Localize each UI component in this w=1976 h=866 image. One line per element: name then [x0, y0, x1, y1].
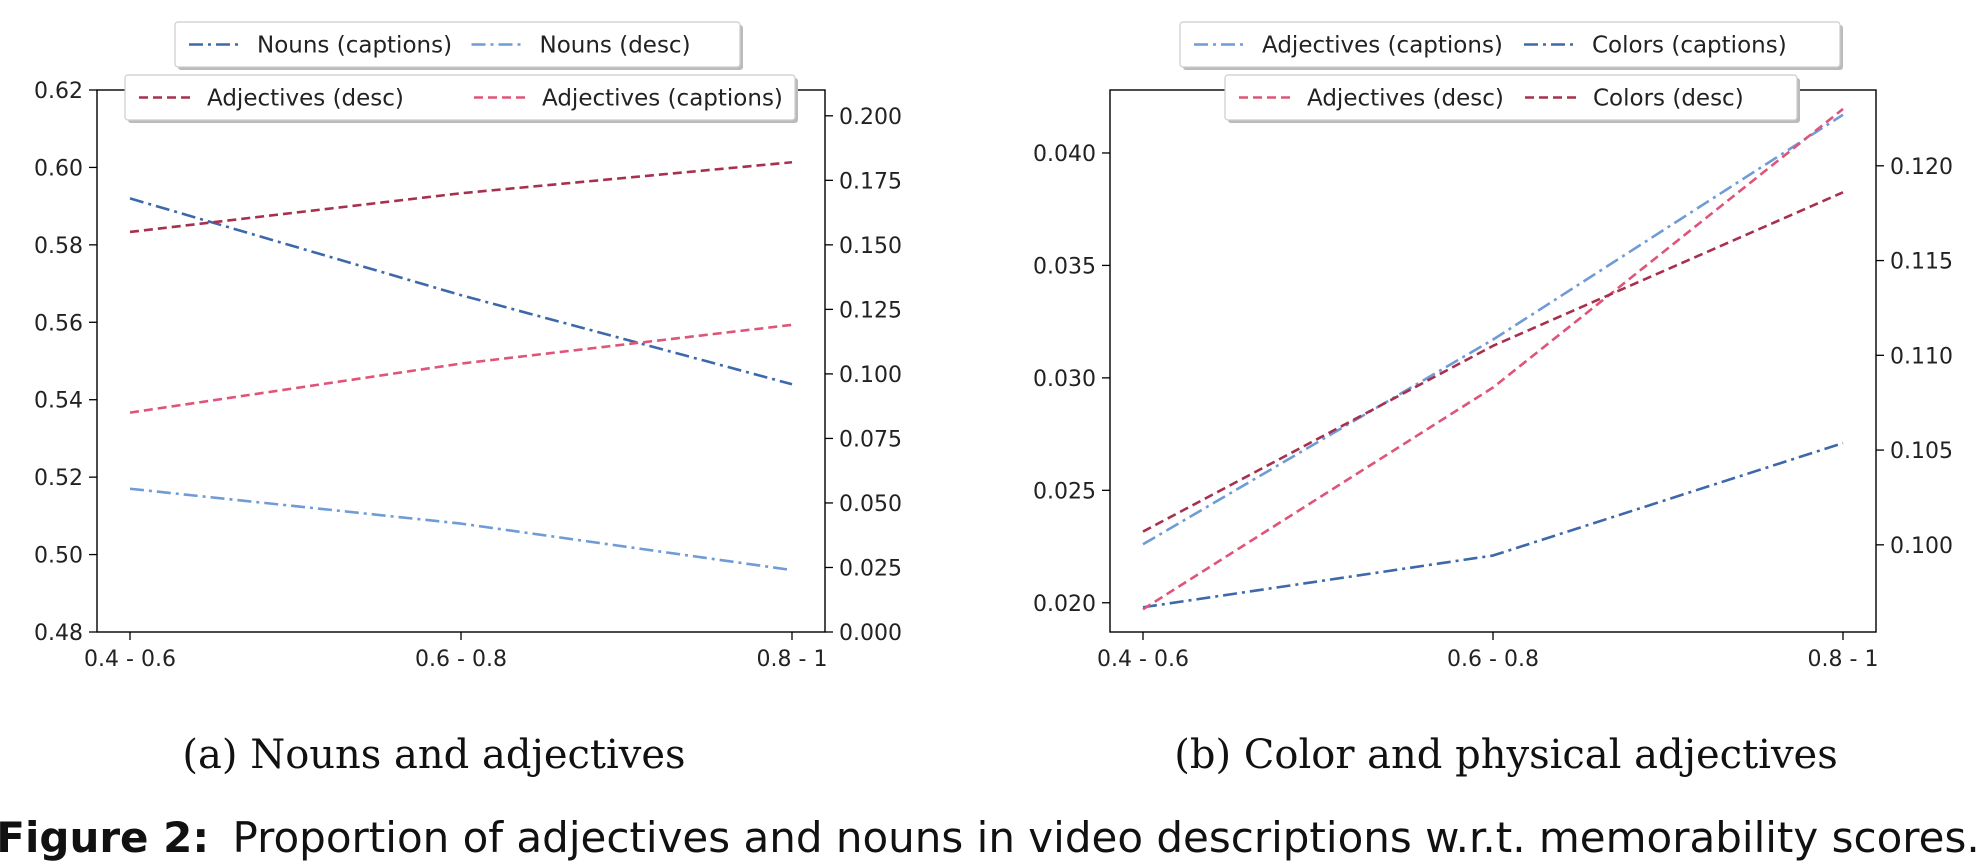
legend-frame [174, 21, 741, 68]
legend-label: Colors (captions) [1592, 33, 1787, 59]
right-tick-label: 0.100 [1890, 534, 1953, 559]
figure-caption-text: Proportion of adjectives and nouns in vi… [233, 813, 1976, 862]
x-tick-label: 0.4 - 0.6 [1097, 647, 1189, 672]
legend-label: Nouns (desc) [540, 33, 691, 59]
legend-frame [1179, 21, 1841, 68]
left-tick-label: 0.035 [1033, 254, 1096, 279]
left-tick-label: 0.54 [34, 389, 83, 414]
series-line [129, 487, 793, 572]
legend-frame [1224, 74, 1798, 121]
series-line [1142, 113, 1844, 546]
x-tick-label: 0.8 - 1 [757, 647, 828, 672]
legend-left-axis: Nouns (captions) Nouns (desc) [174, 21, 743, 70]
chart-b: 0.4 - 0.6 0.6 - 0.8 0.8 - 1 0.020 0.025 0.030… [1033, 21, 1953, 672]
legend-right-axis: Adjectives (desc) Adjectives (captions) [124, 74, 798, 123]
legend-label: Nouns (captions) [257, 33, 452, 59]
right-tick-label: 0.050 [839, 492, 902, 517]
right-tick-label: 0.075 [839, 427, 902, 452]
left-tick-label: 0.025 [1033, 479, 1096, 504]
right-tick-label: 0.120 [1890, 155, 1953, 180]
right-tick-label: 0.105 [1890, 439, 1953, 464]
plot-frame [1109, 89, 1877, 633]
left-tick-label: 0.60 [34, 156, 83, 181]
series-line [1142, 107, 1844, 611]
left-tick-label: 0.52 [34, 466, 83, 491]
legend-label: Adjectives (captions) [542, 86, 783, 112]
left-tick-label: 0.030 [1033, 367, 1096, 392]
legend-frame [124, 74, 796, 121]
left-tick-label: 0.48 [34, 621, 83, 646]
right-tick-label: 0.100 [839, 363, 902, 388]
right-tick-label: 0.150 [839, 234, 902, 259]
chart-a: 0.4 - 0.6 0.6 - 0.8 0.8 - 1 0.48 0.50 0.52 0.5… [34, 21, 902, 672]
legend-right-axis: Adjectives (desc) Colors (desc) [1224, 74, 1800, 123]
right-tick-label: 0.175 [839, 169, 902, 194]
x-tick-label: 0.4 - 0.6 [84, 647, 176, 672]
series-line [129, 160, 793, 234]
series-line [129, 197, 793, 386]
right-tick-label: 0.025 [839, 556, 902, 581]
series-line [1142, 441, 1844, 609]
right-tick-label: 0.110 [1890, 344, 1953, 369]
left-tick-label: 0.020 [1033, 592, 1096, 617]
x-tick-label: 0.6 - 0.8 [1447, 647, 1539, 672]
left-tick-label: 0.56 [34, 311, 83, 336]
legend-label: Colors (desc) [1593, 86, 1744, 112]
x-tick-label: 0.8 - 1 [1808, 647, 1879, 672]
legend-label: Adjectives (captions) [1262, 33, 1503, 59]
legend-label: Adjectives (desc) [1307, 86, 1504, 112]
right-tick-label: 0.115 [1890, 250, 1953, 275]
plot-frame [96, 89, 826, 633]
right-tick-label: 0.000 [839, 621, 902, 646]
left-tick-label: 0.62 [34, 79, 83, 104]
figure-label: Figure 2: [0, 813, 209, 862]
left-tick-label: 0.040 [1033, 142, 1096, 167]
subcaption-a: (a) Nouns and adjectives [182, 732, 685, 778]
figure-caption: Figure 2: Proportion of adjectives and n… [0, 813, 1976, 862]
series-line [1142, 191, 1844, 533]
legend-label: Adjectives (desc) [207, 86, 404, 112]
left-tick-label: 0.50 [34, 544, 83, 569]
series-line [129, 323, 793, 414]
right-tick-label: 0.125 [839, 298, 902, 323]
left-tick-label: 0.58 [34, 234, 83, 259]
x-tick-label: 0.6 - 0.8 [415, 647, 507, 672]
subcaption-b: (b) Color and physical adjectives [1174, 732, 1838, 778]
legend-left-axis: Adjectives (captions) Colors (captions) [1179, 21, 1843, 70]
right-tick-label: 0.200 [839, 105, 902, 130]
